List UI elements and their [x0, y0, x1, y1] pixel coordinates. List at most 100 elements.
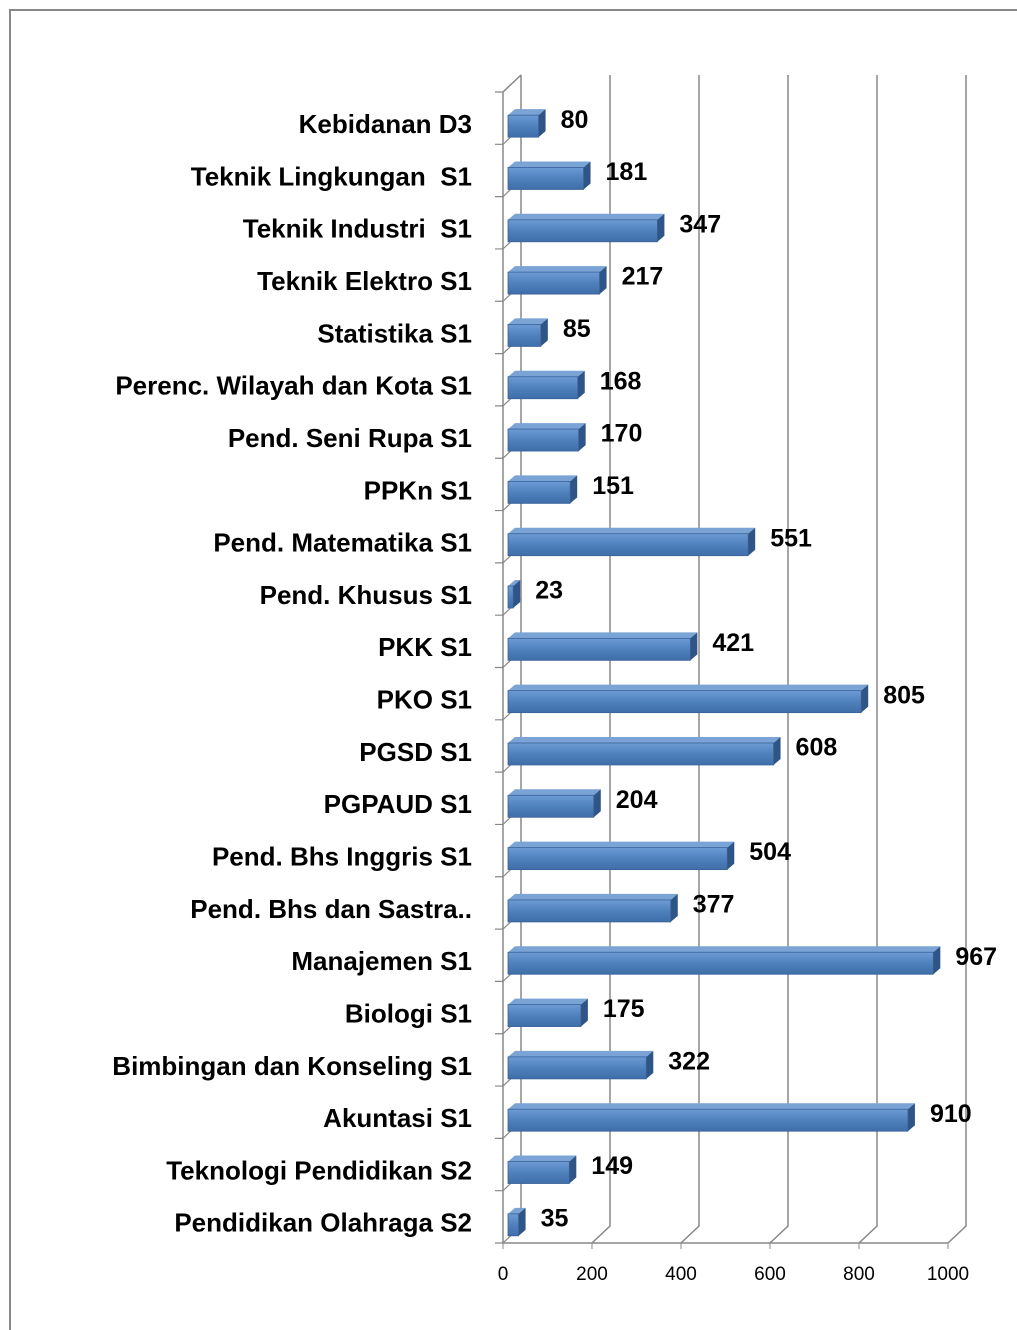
bar-side	[540, 318, 548, 347]
x-tick-label: 1000	[927, 1264, 969, 1285]
bar-side	[933, 946, 941, 975]
bar-side	[513, 580, 521, 609]
bar-top	[508, 998, 588, 1005]
y-tick-label: PGSD S1	[359, 737, 472, 767]
bar-top	[508, 893, 678, 900]
bar	[507, 899, 672, 923]
bar-side	[580, 998, 588, 1027]
bar-side	[727, 841, 735, 870]
y-tick-label: Pend. Khusus S1	[260, 580, 472, 610]
bar-top	[508, 632, 698, 639]
y-tick-label: Bimbingan dan Konseling S1	[112, 1051, 472, 1081]
bar-top	[508, 736, 781, 743]
y-tick-label: Biologi S1	[345, 998, 472, 1028]
value-label: 80	[561, 106, 589, 134]
value-label: 204	[616, 786, 658, 814]
y-tick-label: PKK S1	[378, 632, 472, 662]
y-tick-label: Statistika S1	[317, 318, 472, 348]
y-tick-label: Pend. Matematika S1	[213, 528, 472, 558]
y-tick-label: Teknologi Pendidikan S2	[166, 1155, 472, 1185]
bar	[507, 637, 691, 661]
bar-top	[508, 789, 601, 796]
bar	[507, 167, 584, 190]
bar-top	[508, 1207, 526, 1214]
bar-side	[577, 370, 585, 399]
value-label: 504	[749, 838, 791, 866]
x-tick-label: 400	[665, 1264, 697, 1285]
bar-side	[570, 475, 578, 504]
bar	[507, 690, 862, 714]
bar-top	[508, 946, 941, 953]
y-tick-label: Manajemen S1	[291, 946, 472, 976]
bar-side	[657, 213, 665, 242]
bar-top	[508, 423, 586, 430]
bar	[507, 585, 514, 609]
y-tick-label: PGPAUD S1	[324, 789, 472, 819]
y-tick-label: Akuntasi S1	[323, 1103, 472, 1133]
bar-top	[508, 1050, 654, 1057]
bar	[507, 951, 934, 975]
value-label: 551	[770, 524, 812, 552]
value-label: 217	[622, 263, 664, 291]
x-tick-label: 600	[754, 1264, 786, 1285]
y-tick-label: Pend. Bhs dan Sastra..	[190, 894, 472, 924]
y-tick-label: Pend. Bhs Inggris S1	[212, 841, 472, 871]
bar-top	[508, 475, 578, 482]
y-tick-label: Teknik Industri S1	[243, 214, 472, 244]
bar-side	[773, 736, 781, 765]
bar-side	[538, 109, 546, 138]
y-tick-label: Teknik Lingkungan S1	[191, 161, 472, 191]
y-tick-label: Kebidanan D3	[299, 109, 472, 139]
category-divider	[495, 74, 522, 93]
bar-side	[646, 1050, 654, 1079]
grid-line	[947, 75, 967, 1244]
bar-top	[508, 109, 546, 116]
bar-top	[508, 370, 585, 377]
bar-side	[599, 266, 607, 295]
bar	[507, 1161, 570, 1184]
bar	[507, 1108, 909, 1132]
y-tick-label: Pendidikan Olahraga S2	[174, 1208, 472, 1238]
bar	[507, 1056, 647, 1080]
bar-top	[508, 841, 735, 848]
bar-top	[508, 580, 521, 587]
value-label: 967	[955, 943, 997, 971]
y-tick-label: Teknik Elektro S1	[257, 266, 472, 296]
grid-line	[591, 75, 611, 1244]
value-label: 181	[606, 158, 648, 186]
bar-side	[907, 1103, 915, 1132]
bar-side	[593, 789, 601, 818]
value-label: 347	[679, 210, 721, 238]
value-label: 151	[592, 472, 634, 500]
y-tick-label: Perenc. Wilayah dan Kota S1	[115, 371, 472, 401]
bar-top	[508, 684, 869, 691]
value-label: 322	[668, 1047, 710, 1075]
bar-top	[508, 1155, 577, 1162]
bar	[507, 219, 658, 243]
bar-side	[569, 1155, 577, 1184]
bar-top	[508, 213, 665, 220]
value-label: 23	[535, 577, 563, 605]
bar	[507, 376, 579, 400]
bar	[507, 271, 600, 295]
value-label: 910	[930, 1100, 972, 1128]
grid-line	[858, 75, 878, 1244]
bar	[507, 847, 728, 871]
bar-side	[583, 161, 591, 190]
value-label: 35	[541, 1204, 569, 1232]
bar-side	[670, 893, 678, 922]
y-tick-label: Pend. Seni Rupa S1	[228, 423, 472, 453]
bar-top	[508, 161, 591, 168]
bar	[507, 1213, 519, 1237]
bar-top	[508, 266, 607, 273]
bar-side	[861, 684, 869, 713]
value-label: 377	[693, 891, 735, 919]
x-tick-label: 0	[498, 1264, 509, 1285]
x-tick-label: 800	[843, 1264, 875, 1285]
value-label: 421	[712, 629, 754, 657]
bar	[507, 794, 595, 818]
bar	[507, 533, 749, 557]
bar	[507, 742, 774, 766]
value-label: 149	[591, 1152, 633, 1180]
